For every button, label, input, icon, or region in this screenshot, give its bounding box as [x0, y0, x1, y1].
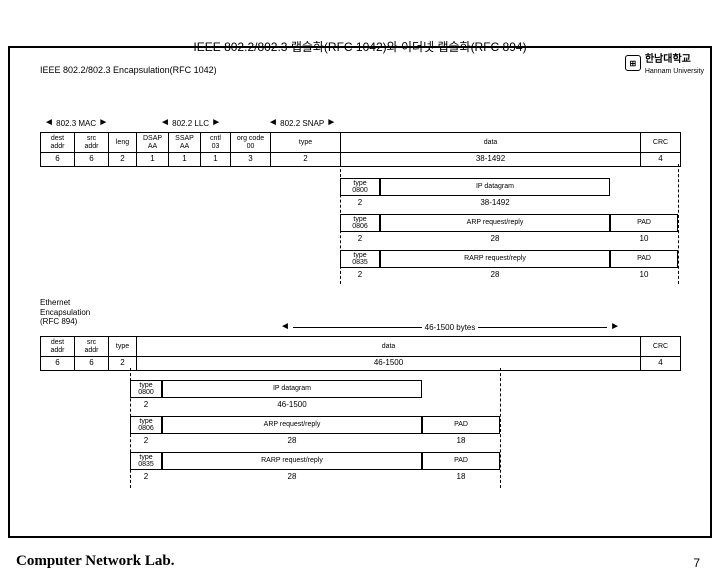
rfc1042-field: destaddr	[41, 133, 75, 153]
rfc894-width: 6	[41, 357, 75, 371]
rfc1042-field: CRC	[641, 133, 681, 153]
data-width: 28	[162, 470, 422, 482]
rfc1042-width: 6	[41, 153, 75, 167]
ethernet-label: EthernetEncapsulation(RFC 894)	[40, 298, 90, 327]
type-box: type0800	[130, 380, 162, 398]
vline2	[678, 164, 679, 284]
rfc1042-field: type	[271, 133, 341, 153]
sub-row: type08062ARP request/reply28PAD10	[340, 214, 678, 244]
pad-width: 10	[610, 232, 678, 244]
rfc894-field: data	[137, 337, 641, 357]
pad-box: PAD	[610, 250, 678, 268]
type-box: type0806	[130, 416, 162, 434]
rfc1042-width: 2	[271, 153, 341, 167]
label-snap: ◄ 802.2 SNAP ►	[268, 118, 336, 128]
sub-row: type08352RARP request/reply28PAD18	[130, 452, 500, 482]
page-number: 7	[693, 556, 700, 570]
data-box: RARP request/reply	[380, 250, 610, 268]
univ-name-en: Hannam University	[645, 68, 704, 75]
rfc1042-field: org code00	[231, 133, 271, 153]
rfc1042-width: 1	[169, 153, 201, 167]
rfc1042-width: 6	[75, 153, 109, 167]
rfc1042-width: 38-1492	[341, 153, 641, 167]
sub-row: type08002IP datagram46-1500	[130, 380, 422, 410]
rfc1042-field: DSAPAA	[137, 133, 169, 153]
rfc894-width: 2	[109, 357, 137, 371]
data-box: ARP request/reply	[380, 214, 610, 232]
type-box: type0806	[340, 214, 380, 232]
type-width: 2	[340, 232, 380, 244]
type-box: type0800	[340, 178, 380, 196]
rfc1042-field: leng	[109, 133, 137, 153]
type-width: 2	[340, 196, 380, 208]
pad-width: 18	[422, 434, 500, 446]
type-width: 2	[130, 470, 162, 482]
pad-box: PAD	[610, 214, 678, 232]
rfc894-field: destaddr	[41, 337, 75, 357]
rfc894-width: 6	[75, 357, 109, 371]
pad-width: 10	[610, 268, 678, 280]
rfc894-table: destaddrsrcaddrtypedataCRC 66246-15004	[40, 336, 681, 371]
rfc1042-field: cntl03	[201, 133, 231, 153]
sub-row: type08062ARP request/reply28PAD18	[130, 416, 500, 446]
pad-box: PAD	[422, 416, 500, 434]
rfc894-field: srcaddr	[75, 337, 109, 357]
data-box: ARP request/reply	[162, 416, 422, 434]
rfc894-field: CRC	[641, 337, 681, 357]
data-box: IP datagram	[162, 380, 422, 398]
vline4	[500, 368, 501, 488]
logo-icon: ⊞	[625, 55, 641, 71]
sub-row: type08002IP datagram38-1492	[340, 178, 610, 208]
type-box: type0835	[340, 250, 380, 268]
pad-width: 18	[422, 470, 500, 482]
rfc1042-field: SSAPAA	[169, 133, 201, 153]
data-width: 28	[380, 268, 610, 280]
pad-box: PAD	[422, 452, 500, 470]
label-mac: ◄ 802.3 MAC ►	[44, 118, 108, 128]
rfc1042-field: data	[341, 133, 641, 153]
footer-lab: Computer Network Lab.	[16, 553, 174, 570]
data-box: IP datagram	[380, 178, 610, 196]
label-llc: ◄ 802.2 LLC ►	[160, 118, 221, 128]
data-width: 28	[380, 232, 610, 244]
university-logo: ⊞ 한남대학교 Hannam University	[625, 50, 704, 76]
rfc894-width: 4	[641, 357, 681, 371]
rfc1042-table: destaddrsrcaddrlengDSAPAASSAPAAcntl03org…	[40, 132, 681, 167]
rfc894-width: 46-1500	[137, 357, 641, 371]
type-width: 2	[130, 398, 162, 410]
rfc1042-width: 2	[109, 153, 137, 167]
bytes-range-label: ◄46-1500 bytes►	[280, 322, 620, 332]
data-width: 46-1500	[162, 398, 422, 410]
rfc1042-field: srcaddr	[75, 133, 109, 153]
data-width: 28	[162, 434, 422, 446]
rfc1042-width: 3	[231, 153, 271, 167]
sub-row: type08352RARP request/reply28PAD10	[340, 250, 678, 280]
rfc1042-width: 1	[201, 153, 231, 167]
univ-name-kr: 한남대학교	[645, 54, 691, 65]
type-width: 2	[340, 268, 380, 280]
rfc1042-width: 1	[137, 153, 169, 167]
type-box: type0835	[130, 452, 162, 470]
rfc1042-width: 4	[641, 153, 681, 167]
data-box: RARP request/reply	[162, 452, 422, 470]
type-width: 2	[130, 434, 162, 446]
rfc894-field: type	[109, 337, 137, 357]
data-width: 38-1492	[380, 196, 610, 208]
